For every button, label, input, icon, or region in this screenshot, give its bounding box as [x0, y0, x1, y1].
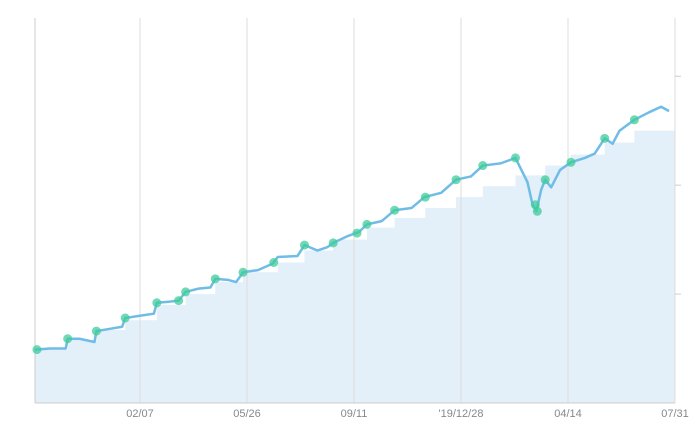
event-point [91, 326, 101, 336]
event-point [451, 175, 461, 185]
price-line [34, 105, 670, 351]
x-tick-label: 07/31 [661, 408, 689, 420]
event-point [510, 153, 520, 163]
event-point [120, 313, 130, 323]
x-tick-label: 02/07 [126, 408, 154, 420]
event-point [352, 228, 362, 238]
event-point [299, 240, 309, 250]
event-point [566, 157, 576, 167]
event-point [328, 238, 338, 248]
x-tick-label: '19/12/28 [439, 408, 484, 420]
x-tick-label: 04/14 [554, 408, 582, 420]
event-point [210, 274, 220, 284]
event-point [152, 298, 162, 308]
event-point [532, 206, 542, 216]
step-area [35, 130, 675, 403]
event-point [420, 192, 430, 202]
x-tick-label: 09/11 [341, 408, 368, 420]
event-point [540, 175, 550, 185]
event-point [629, 115, 639, 125]
event-point [390, 205, 400, 215]
event-point [478, 161, 488, 171]
event-point [174, 296, 184, 306]
x-tick-label: 05/26 [233, 408, 261, 420]
event-point [181, 287, 191, 297]
event-point [63, 334, 73, 344]
event-point [362, 219, 372, 229]
event-point [269, 257, 279, 267]
event-point [238, 267, 248, 277]
event-point [32, 345, 42, 355]
event-point [600, 133, 610, 143]
